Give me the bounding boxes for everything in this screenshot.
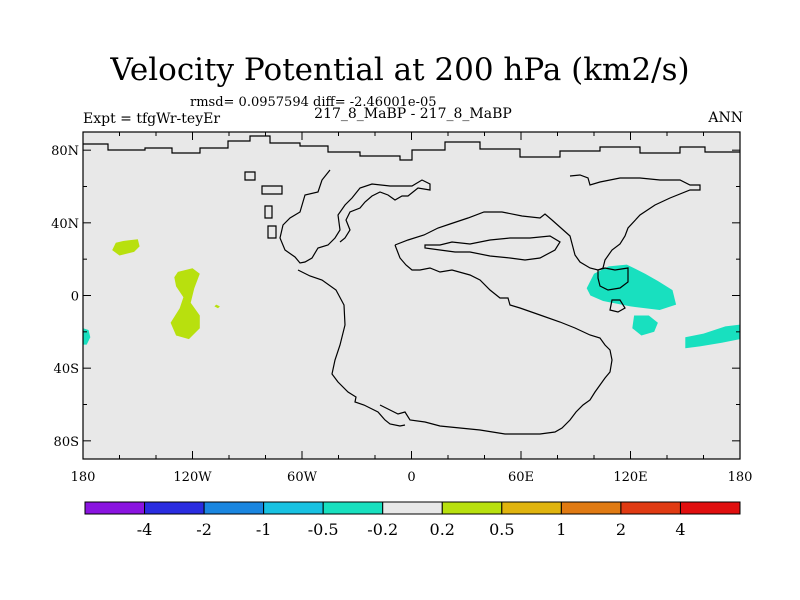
colorbar-bin — [560, 501, 622, 515]
y-tick-label: 80S — [54, 435, 79, 450]
colorbar-bin — [441, 501, 503, 515]
experiment-label: Expt = tfgWr-teyEr — [83, 111, 221, 127]
x-tick-label: 60E — [508, 470, 534, 485]
stats-label: rmsd= 0.0957594 diff= -2.46001e-05 — [190, 95, 437, 110]
colorbar-level-label: -0.5 — [308, 520, 339, 539]
y-tick-label: 40S — [54, 362, 79, 377]
x-tick-label: 180 — [728, 470, 753, 485]
colorbar-level-label: 1 — [556, 520, 566, 539]
colorbar-level-label: 0.2 — [430, 520, 455, 539]
x-tick-label: 120E — [613, 470, 647, 485]
y-tick-label: 0 — [71, 290, 79, 305]
anomaly-east-pacific-positive — [170, 268, 200, 340]
anomaly-east-pacific-speck — [214, 304, 220, 309]
colorbar-bin — [263, 501, 324, 515]
coastline — [83, 135, 740, 435]
x-tick-label: 0 — [407, 470, 415, 485]
x-tick-label: 180 — [71, 470, 96, 485]
colorbar-bin — [203, 501, 265, 515]
colorbar-bin — [84, 501, 146, 515]
colorbar-bin — [679, 501, 741, 515]
case-label: 217_8_MaBP - 217_8_MaBP — [314, 106, 512, 122]
colorbar-bin — [382, 501, 443, 515]
y-tick-label: 80N — [51, 144, 79, 159]
x-tick-label: 60W — [287, 470, 318, 485]
map-frame — [82, 131, 741, 460]
colorbar-level-label: -1 — [256, 520, 272, 539]
chart-title: Velocity Potential at 200 hPa (km2/s) — [110, 52, 690, 88]
colorbar-level-label: -0.2 — [367, 520, 398, 539]
colorbar-level-label: -4 — [137, 520, 153, 539]
anomaly-indonesia-south-negative — [632, 315, 658, 336]
colorbar-level-label: 0.5 — [489, 520, 514, 539]
y-tick-label: 40N — [51, 217, 79, 232]
colorbar-bin — [501, 501, 562, 515]
anomaly-south-pacific-negative — [685, 324, 740, 349]
season-label: ANN — [708, 110, 743, 126]
colorbar-bin — [620, 501, 681, 515]
anomaly-north-pacific-positive — [112, 239, 140, 256]
colorbar-bin — [322, 501, 384, 515]
x-tick-label: 120W — [173, 470, 212, 485]
colorbar-bin — [144, 501, 205, 515]
colorbar-level-label: 2 — [616, 520, 626, 539]
colorbar-level-label: -2 — [196, 520, 212, 539]
colorbar-level-label: 4 — [675, 520, 685, 539]
anomaly-maritime-continent-negative — [586, 264, 677, 310]
